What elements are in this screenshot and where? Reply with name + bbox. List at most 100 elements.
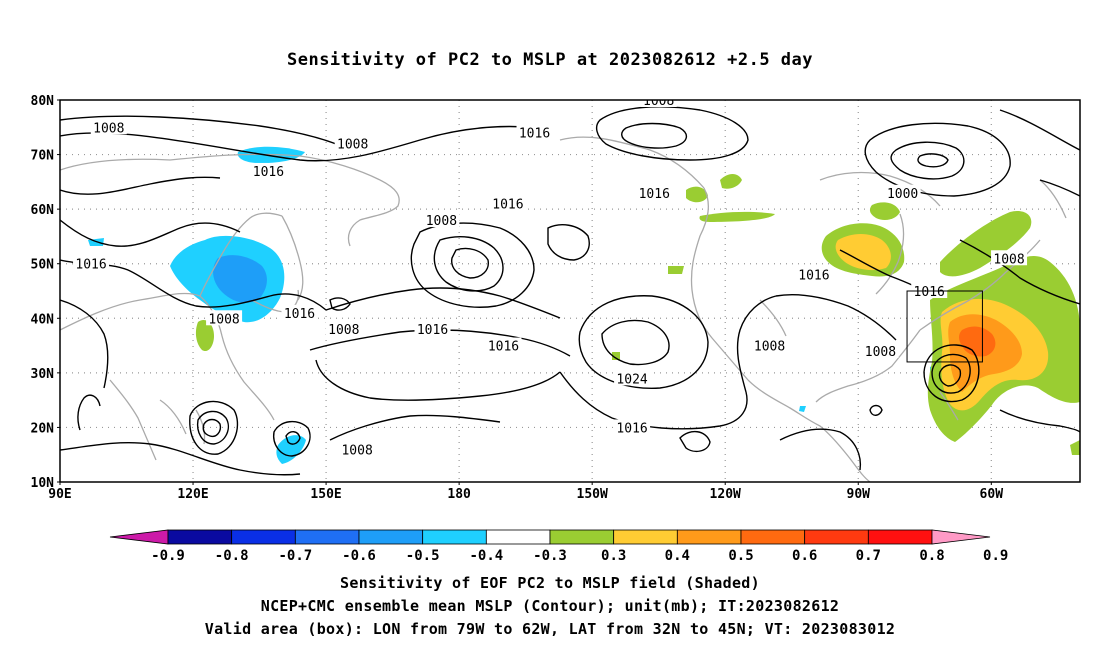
contour-label: 1008 [754, 340, 785, 355]
contour-label-bg [640, 100, 677, 107]
lat-tick-label: 80N [31, 94, 55, 109]
colorbar-segment [485, 529, 551, 545]
chart-title: Sensitivity of PC2 to MSLP at 2023082612… [286, 50, 813, 70]
lat-tick-label: 70N [31, 149, 55, 164]
colorbar-label: -0.5 [406, 548, 440, 564]
lat-tick-label: 40N [31, 312, 55, 327]
colorbar-segment [167, 529, 233, 545]
contour-label-bg [636, 184, 673, 200]
colorbar-label: -0.7 [278, 548, 312, 564]
colorbar-segment [867, 529, 933, 545]
contour-label: 1016 [639, 187, 670, 202]
lon-tick-label: 60W [980, 487, 1004, 502]
colorbar-label: -0.3 [533, 548, 567, 564]
pos-region-pacific-b [612, 352, 620, 360]
colorbar-label: -0.9 [151, 548, 185, 564]
colorbar-label: 0.9 [983, 548, 1008, 564]
contour-label: 1008 [993, 252, 1024, 267]
lon-tick-label: 180 [447, 487, 471, 502]
caption-line-2: NCEP+CMC ensemble mean MSLP (Contour); u… [260, 597, 840, 615]
contour-label-bg [250, 162, 287, 178]
neg-region-northeast-asia-core [213, 255, 267, 303]
contour-label: 1008 [865, 345, 896, 360]
caption-line-1: Sensitivity of EOF PC2 to MSLP field (Sh… [340, 574, 760, 592]
contour-label: 1016 [492, 198, 523, 213]
contour-label-bg [73, 255, 110, 271]
contour-label-bg [339, 441, 376, 457]
colorbar-label: 0.3 [601, 548, 626, 564]
contour-label-bg [862, 343, 899, 359]
contour-label-bg [414, 321, 451, 337]
colorbar-segment [294, 529, 360, 545]
valid-area-box [906, 290, 983, 363]
colorbar-label: 0.7 [856, 548, 881, 564]
lon-tick-label: 150W [577, 487, 608, 502]
colorbar-label: 0.8 [919, 548, 944, 564]
contour-label-bg [884, 184, 921, 200]
contour-label-bg [485, 337, 522, 353]
contour-label-bg [795, 266, 832, 282]
contour-label-bg [325, 321, 362, 337]
lat-tick-label: 20N [31, 421, 55, 436]
lon-tick-label: 120E [177, 487, 208, 502]
colorbar-segment [613, 529, 678, 545]
contour-label: 1016 [284, 307, 315, 322]
pos-region-pacific-a [668, 266, 684, 274]
colorbar-segment [676, 529, 742, 545]
pos-region-atlantic-red [959, 326, 996, 357]
contour-label-bg [516, 124, 553, 140]
colorbar-segment [231, 529, 296, 545]
map-frame [59, 99, 1081, 483]
contour-label: 1016 [417, 323, 448, 338]
contour-label: 1008 [426, 214, 457, 229]
contour-label: 1000 [887, 187, 918, 202]
contour-label: 1008 [208, 312, 239, 327]
contour-label: 1008 [93, 121, 124, 136]
pos-region-hudson-yellow [835, 234, 891, 271]
contour-label: 1016 [253, 165, 284, 180]
neg-region-west-pacific [276, 435, 306, 464]
colorbar: -0.9 -0.8 -0.7 -0.6 -0.5 -0.4 -0.3 0.3 0.4 0.5 0.6… [109, 529, 1008, 564]
contour-label: 1016 [519, 127, 550, 142]
contour-label: 1016 [914, 285, 945, 300]
contour-labels: 1008 1008 1016 1016 1008 1016 1008 1016 1008 1016… [73, 100, 1028, 458]
pos-region-hudson-north [869, 202, 900, 220]
contour-label-bg [614, 419, 651, 435]
neg-region-caribbean [799, 406, 806, 412]
contour-label-bg [751, 337, 788, 353]
contour-label: 1008 [341, 443, 372, 458]
shaded-sensitivity-positive [195, 174, 1080, 455]
colorbar-label: -0.4 [469, 548, 503, 564]
pos-region-east-china [195, 319, 214, 352]
contour-label: 1016 [616, 421, 647, 436]
colorbar-segment [422, 529, 487, 545]
contour-label: 1008 [328, 323, 359, 338]
colorbar-label: -0.8 [215, 548, 249, 564]
lon-tick-label: 150E [310, 487, 341, 502]
sensitivity-map: 1008 1008 1016 1016 1008 1016 1008 1016 1008 1016… [31, 94, 1081, 564]
lat-tick-label: 50N [31, 258, 55, 273]
colorbar-label: 0.5 [728, 548, 753, 564]
contour-label: 1016 [798, 269, 829, 284]
mslp-contours [60, 106, 1080, 476]
colorbar-segment [549, 529, 615, 545]
colorbar-label: 0.6 [792, 548, 817, 564]
colorbar-under-arrow [109, 529, 169, 545]
colorbar-segment [358, 529, 424, 545]
colorbar-segment [740, 529, 806, 545]
pos-region-labrador [940, 210, 1032, 277]
contour-label: 1024 [616, 372, 647, 387]
contour-label: 1016 [488, 340, 519, 355]
contour-label: 1008 [337, 138, 368, 153]
colorbar-label: 0.4 [665, 548, 690, 564]
pos-region-arctic-canada [720, 174, 742, 189]
contour-label: 1016 [75, 258, 106, 273]
pos-region-canada-strip [699, 211, 775, 222]
graticule-grid [60, 100, 1080, 482]
colorbar-over-arrow [931, 529, 991, 545]
contour-label-bg [206, 310, 243, 326]
shaded-sensitivity-negative [88, 146, 944, 464]
lat-tick-label: 30N [31, 367, 55, 382]
contour-label-bg [334, 135, 371, 151]
